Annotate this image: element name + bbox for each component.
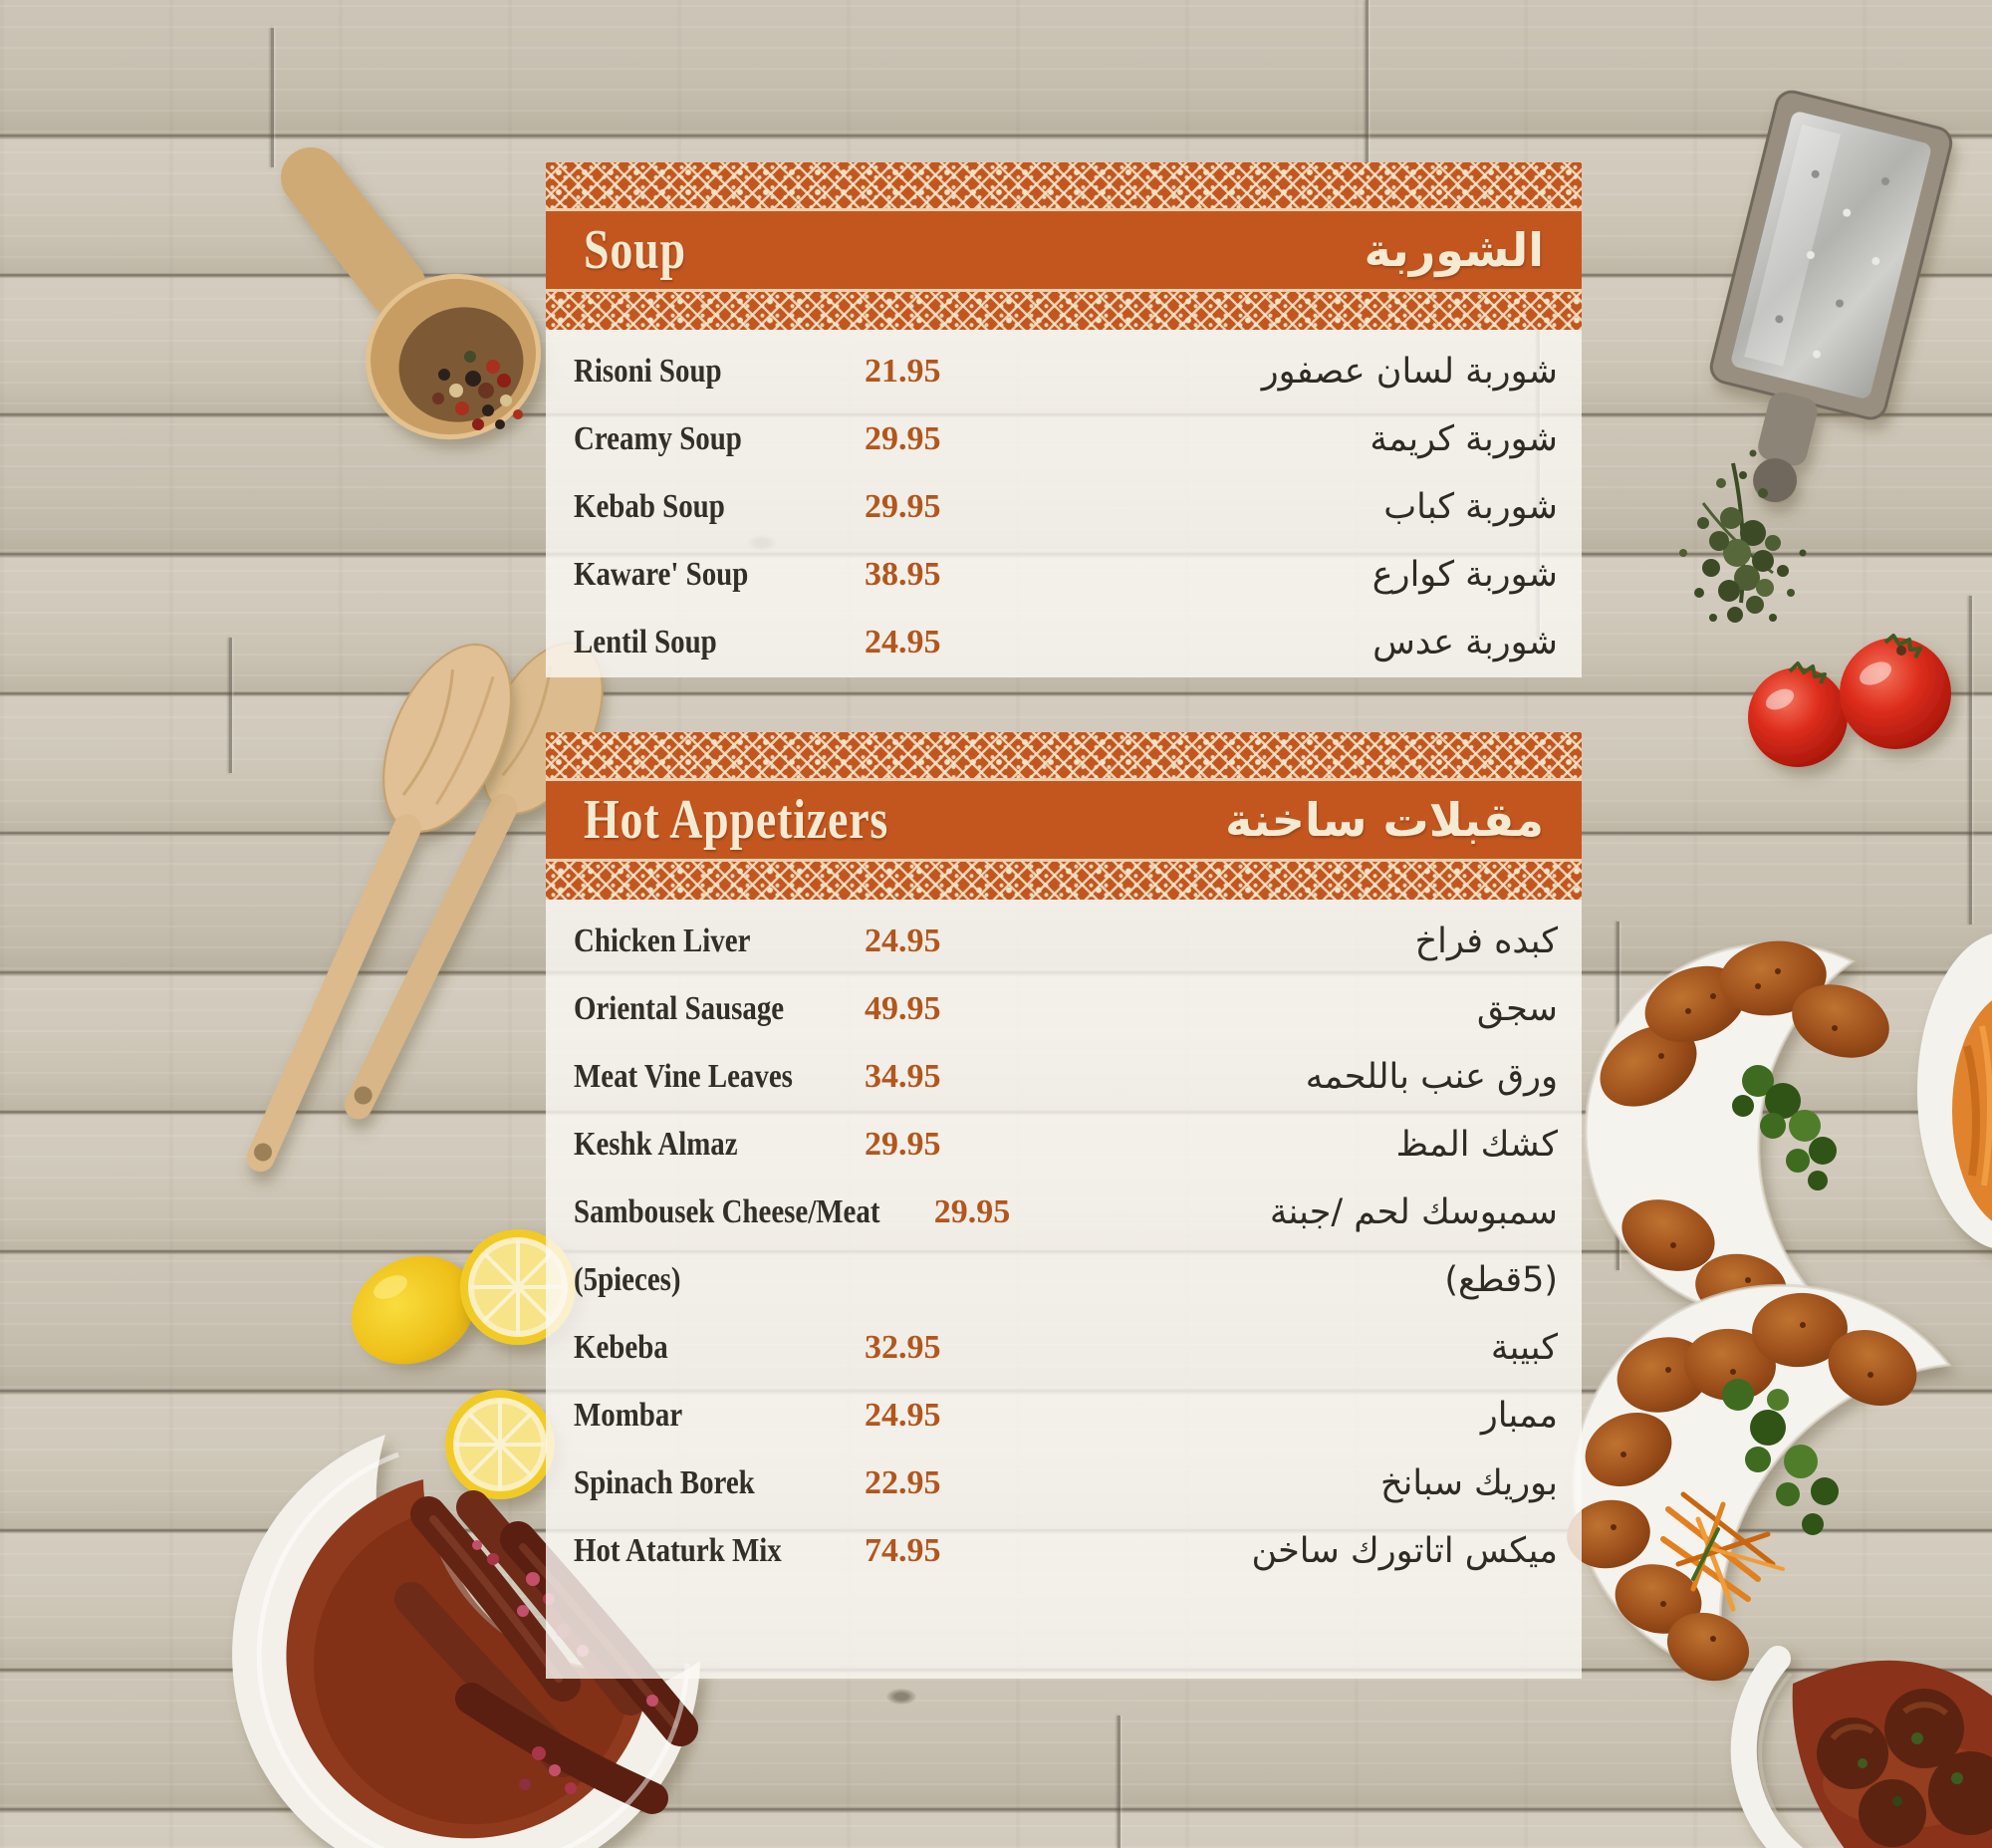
wood-plank-seam	[271, 28, 274, 167]
herb-sprig-photo	[1679, 449, 1807, 623]
item-name-english: Lentil Soup	[574, 624, 717, 660]
lemon-slice	[445, 1390, 555, 1499]
carrot-shreds	[1660, 1491, 1785, 1612]
section-title-english: Soup	[584, 219, 686, 281]
lace-border-top	[546, 162, 1582, 208]
wood-plank-seam	[229, 638, 232, 773]
item-price: 24.95	[865, 624, 941, 660]
item-name-arabic: ميكس اتاتورك ساخن	[1251, 1531, 1558, 1571]
item-price: 74.95	[865, 1532, 941, 1569]
hot-appetizers-items-list: Chicken Liver 24.95 كبده فراخ Oriental S…	[546, 900, 1582, 1585]
item-name-arabic: شوربة كوارع	[1371, 555, 1558, 595]
menu-item-row: Kebab Soup 29.95 شوربة كباب	[546, 473, 1582, 541]
item-name-english: Oriental Sausage	[574, 990, 785, 1027]
menu-item-row: Lentil Soup 24.95 شوربة عدس	[546, 609, 1582, 676]
item-name-english: Chicken Liver	[574, 923, 751, 959]
item-name-english: (5pieces)	[574, 1261, 681, 1298]
wooden-scoop-photo	[281, 147, 541, 440]
lace-border-top	[546, 732, 1582, 778]
item-price: 24.95	[865, 923, 941, 959]
item-price: 32.95	[865, 1329, 941, 1366]
item-price: 38.95	[865, 556, 941, 593]
wood-plank-seam	[1969, 596, 1972, 924]
side-plate-photo	[1917, 933, 1992, 1248]
hot-appetizers-header-band: Hot Appetizers مقبلات ساخنة	[546, 778, 1582, 862]
item-name-english: Kebab Soup	[574, 488, 725, 525]
menu-item-row: Risoni Soup 21.95 شوربة لسان عصفور	[546, 338, 1582, 405]
stew-bowl-photo	[1730, 1646, 1992, 1848]
menu-item-row: Keshk Almaz 29.95 كشك المظ	[546, 1111, 1582, 1179]
parsley-garnish	[1722, 1379, 1839, 1535]
lemons-photo	[351, 1229, 576, 1499]
menu-item-row: Kebeba 32.95 كبيبة	[546, 1314, 1582, 1382]
menu-item-row: Sambousek Cheese/Meat 29.95 سمبوسك لحم /…	[546, 1179, 1582, 1246]
item-name-arabic: شوربة كريمة	[1370, 419, 1558, 459]
peppercorns	[432, 351, 523, 430]
sausage-plate-photo	[232, 1435, 700, 1848]
hot-appetizers-section-panel: Hot Appetizers مقبلات ساخنة Chicken Live…	[546, 732, 1582, 1679]
item-name-arabic: شوربة لسان عصفور	[1261, 352, 1558, 392]
menu-item-row: Spinach Borek 22.95 بوريك سبانخ	[546, 1450, 1582, 1517]
item-name-arabic: بوريك سبانخ	[1380, 1463, 1558, 1503]
menu-item-row: Oriental Sausage 49.95 سجق	[546, 975, 1582, 1043]
wood-plank-seam	[1366, 0, 1369, 167]
item-name-arabic: (5قطع)	[1444, 1260, 1558, 1300]
item-name-english: Hot Ataturk Mix	[574, 1532, 782, 1569]
parsley-garnish	[1732, 1065, 1837, 1190]
item-name-english: Kebeba	[574, 1329, 668, 1366]
cheese-grater-photo	[1709, 90, 1953, 503]
section-title-arabic: الشوربة	[1364, 223, 1544, 277]
item-name-arabic: كبده فراخ	[1414, 922, 1558, 961]
item-name-english: Mombar	[574, 1397, 683, 1434]
item-name-english: Spinach Borek	[574, 1464, 755, 1501]
item-price: 49.95	[865, 990, 941, 1027]
menu-item-row: Chicken Liver 24.95 كبده فراخ	[546, 908, 1582, 975]
kofta-plate-photo	[1567, 1283, 1952, 1682]
item-name-arabic: كبيبة	[1490, 1328, 1558, 1368]
item-price: 29.95	[865, 1126, 941, 1163]
wood-knot	[886, 1689, 916, 1705]
item-name-arabic: ممبار	[1480, 1396, 1558, 1436]
item-name-english: Creamy Soup	[574, 420, 742, 457]
item-name-arabic: شوربة عدس	[1372, 623, 1558, 662]
menu-item-row: Kaware' Soup 38.95 شوربة كوارع	[546, 541, 1582, 609]
item-price: 29.95	[865, 488, 941, 525]
item-price: 22.95	[865, 1464, 941, 1501]
item-name-english: Keshk Almaz	[574, 1126, 738, 1163]
lace-border-bottom	[546, 292, 1582, 330]
section-title-arabic: مقبلات ساخنة	[1225, 793, 1544, 847]
menu-item-row: Hot Ataturk Mix 74.95 ميكس اتاتورك ساخن	[546, 1517, 1582, 1585]
tomatoes-photo	[1748, 634, 1951, 767]
menu-item-row: Creamy Soup 29.95 شوربة كريمة	[546, 405, 1582, 473]
item-name-arabic: كشك المظ	[1395, 1125, 1558, 1165]
soup-header-band: Soup الشوربة	[546, 208, 1582, 292]
item-name-arabic: ورق عنب باللحمه	[1305, 1057, 1558, 1097]
meat-chunks	[1817, 1689, 1992, 1847]
item-name-english: Sambousek Cheese/Meat	[574, 1193, 880, 1230]
menu-item-row: Meat Vine Leaves 34.95 ورق عنب باللحمه	[546, 1043, 1582, 1111]
item-name-arabic: شوربة كباب	[1383, 487, 1558, 527]
item-price: 21.95	[865, 353, 941, 390]
item-name-english: Risoni Soup	[574, 353, 722, 390]
item-price: 34.95	[865, 1058, 941, 1095]
wooden-spatulas-photo	[246, 642, 604, 1173]
item-price: 24.95	[865, 1397, 941, 1434]
menu-item-row: Mombar 24.95 ممبار	[546, 1382, 1582, 1450]
lace-border-bottom	[546, 862, 1582, 900]
wood-plank-seam	[1118, 1716, 1120, 1848]
kofta-patties	[1567, 1292, 1917, 1682]
section-title-english: Hot Appetizers	[584, 789, 889, 851]
item-name-arabic: سجق	[1476, 989, 1558, 1029]
item-name-english: Meat Vine Leaves	[574, 1058, 793, 1095]
item-price: 29.95	[865, 420, 941, 457]
item-name-arabic: سمبوسك لحم /جبنة	[1269, 1192, 1558, 1232]
soup-items-list: Risoni Soup 21.95 شوربة لسان عصفور Cream…	[546, 330, 1582, 676]
soup-section-panel: Soup الشوربة Risoni Soup 21.95 شوربة لسا…	[546, 162, 1582, 677]
menu-item-continuation-row: (5pieces) (5قطع)	[546, 1246, 1582, 1314]
item-name-english: Kaware' Soup	[574, 556, 749, 593]
item-price: 29.95	[933, 1193, 1011, 1230]
